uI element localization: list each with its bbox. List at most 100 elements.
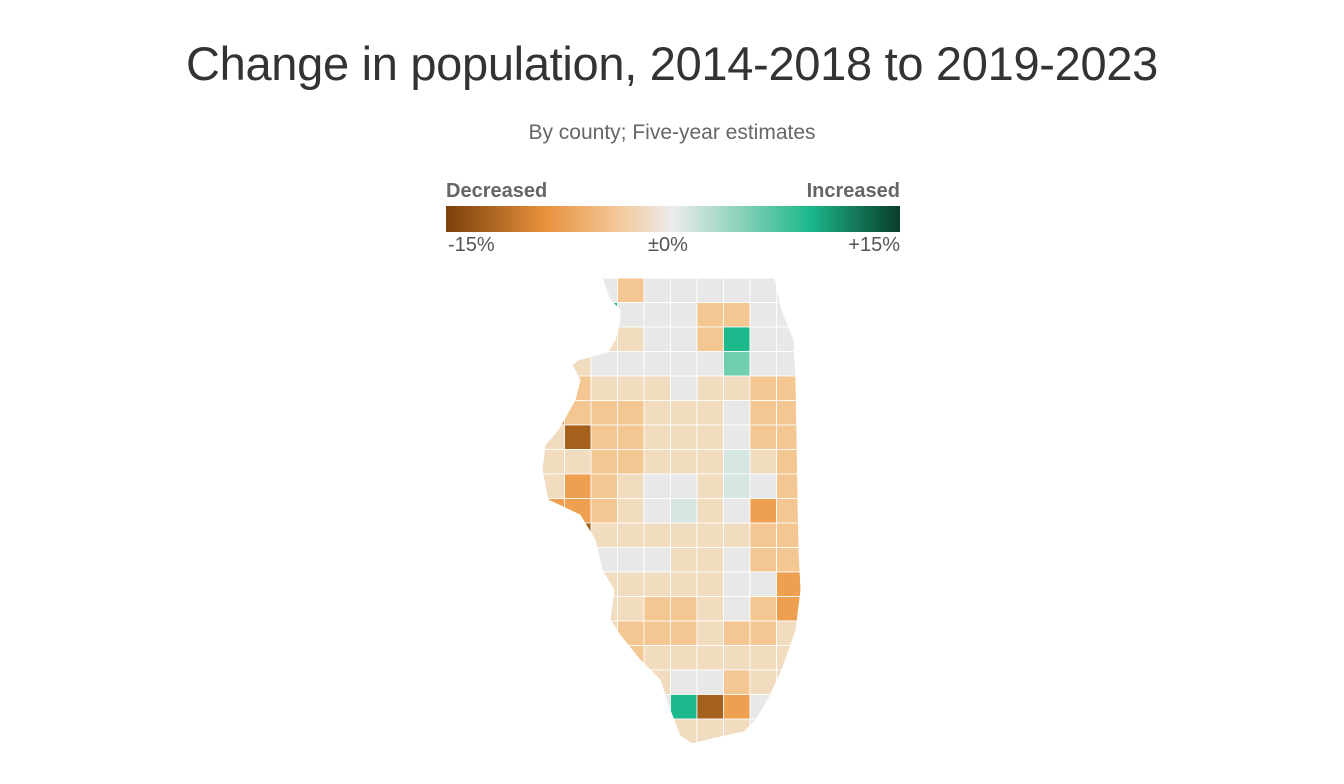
- county-shape: [590, 473, 618, 499]
- county-shape: [776, 278, 801, 303]
- county-shape: [542, 547, 565, 573]
- county-shape: [749, 302, 777, 328]
- county-shape: [749, 620, 777, 646]
- county-shape: [643, 375, 671, 401]
- county-shape: [723, 424, 751, 450]
- county-shape: [590, 694, 618, 720]
- county-shapes: [542, 278, 801, 744]
- county-shape: [696, 669, 724, 695]
- county-shape: [542, 278, 565, 303]
- county-shape: [564, 718, 592, 744]
- county-shape: [590, 547, 618, 573]
- county-shape: [723, 449, 751, 475]
- county-shape: [617, 620, 645, 646]
- county-shape: [643, 326, 671, 352]
- county-shape: [670, 571, 698, 597]
- county-shape: [617, 424, 645, 450]
- county-shape: [696, 449, 724, 475]
- county-shape: [696, 473, 724, 499]
- county-shape: [590, 375, 618, 401]
- county-shape: [564, 547, 592, 573]
- county-shape: [776, 498, 801, 524]
- county-shape: [670, 669, 698, 695]
- county-shape: [590, 645, 618, 671]
- county-shape: [696, 547, 724, 573]
- county-shape: [776, 400, 801, 426]
- county-shape: [590, 669, 618, 695]
- county-shape: [617, 326, 645, 352]
- county-shape: [617, 302, 645, 328]
- county-shape: [564, 302, 592, 328]
- county-shape: [723, 620, 751, 646]
- county-shape: [723, 571, 751, 597]
- county-shape: [776, 302, 801, 328]
- county-shape: [723, 375, 751, 401]
- county-shape: [617, 718, 645, 744]
- county-shape: [670, 596, 698, 622]
- legend-tick-high: +15%: [848, 234, 900, 256]
- county-shape: [617, 669, 645, 695]
- county-shape: [643, 669, 671, 695]
- county-shape: [696, 375, 724, 401]
- county-shape: [590, 424, 618, 450]
- county-shape: [617, 400, 645, 426]
- county-shape: [643, 522, 671, 548]
- county-shape: [564, 424, 592, 450]
- county-shape: [723, 302, 751, 328]
- county-shape: [749, 547, 777, 573]
- county-shape: [749, 351, 777, 377]
- county-shape: [542, 645, 565, 671]
- county-shape: [564, 449, 592, 475]
- county-shape: [696, 596, 724, 622]
- county-shape: [542, 571, 565, 597]
- county-shape: [643, 278, 671, 303]
- county-shape: [643, 400, 671, 426]
- county-shape: [723, 400, 751, 426]
- county-shape: [696, 571, 724, 597]
- county-shape: [643, 473, 671, 499]
- county-shape: [564, 400, 592, 426]
- county-shape: [723, 278, 751, 303]
- county-shape: [670, 375, 698, 401]
- county-shape: [723, 596, 751, 622]
- county-shape: [590, 400, 618, 426]
- county-shape: [696, 424, 724, 450]
- county-shape: [617, 278, 645, 303]
- county-shape: [542, 596, 565, 622]
- county-shape: [590, 718, 618, 744]
- county-shape: [542, 375, 565, 401]
- page-subtitle: By county; Five-year estimates: [528, 121, 816, 144]
- county-shape: [723, 718, 751, 744]
- county-shape: [670, 326, 698, 352]
- county-shape: [590, 596, 618, 622]
- county-shape: [617, 498, 645, 524]
- county-shape: [542, 326, 565, 352]
- county-shape: [776, 694, 801, 720]
- county-shape: [696, 620, 724, 646]
- county-shape: [723, 669, 751, 695]
- county-shape: [542, 669, 565, 695]
- county-shape: [670, 302, 698, 328]
- county-shape: [643, 449, 671, 475]
- county-shape: [749, 449, 777, 475]
- county-shape: [542, 302, 565, 328]
- county-shape: [617, 375, 645, 401]
- county-shape: [723, 326, 751, 352]
- county-shape: [776, 620, 801, 646]
- county-shape: [617, 473, 645, 499]
- county-shape: [590, 302, 618, 328]
- county-shape: [542, 473, 565, 499]
- county-shape: [643, 645, 671, 671]
- county-shape: [617, 547, 645, 573]
- county-shape: [670, 351, 698, 377]
- county-shape: [564, 620, 592, 646]
- county-shape: [696, 326, 724, 352]
- county-shape: [670, 498, 698, 524]
- county-shape: [696, 645, 724, 671]
- county-shape: [617, 596, 645, 622]
- county-shape: [749, 645, 777, 671]
- county-shape: [643, 620, 671, 646]
- legend-low-label: Decreased: [446, 180, 548, 202]
- county-shape: [723, 351, 751, 377]
- county-shape: [643, 571, 671, 597]
